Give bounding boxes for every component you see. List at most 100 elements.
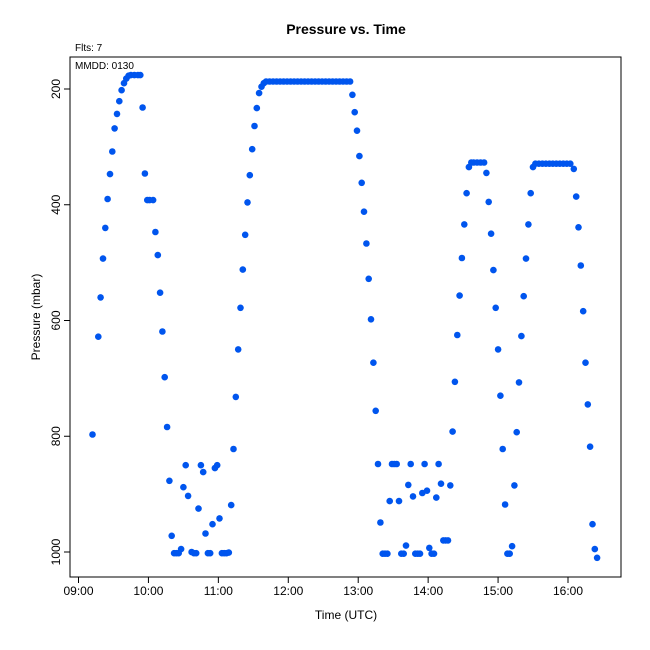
data-point <box>104 195 111 203</box>
x-tick-label: 16:00 <box>553 584 583 598</box>
data-point <box>525 221 532 228</box>
data-point <box>480 159 488 166</box>
data-point <box>225 549 233 556</box>
data-point <box>234 346 242 353</box>
data-point <box>89 431 96 438</box>
data-point <box>508 542 516 550</box>
data-point <box>209 520 216 528</box>
data-point <box>213 461 221 469</box>
data-point <box>251 122 258 130</box>
data-point <box>363 240 370 247</box>
data-point <box>166 477 173 485</box>
data-point <box>593 554 601 562</box>
data-point <box>248 145 256 153</box>
data-point <box>522 255 530 262</box>
data-point <box>113 110 121 118</box>
x-tick-label: 10:00 <box>133 584 163 598</box>
data-point <box>421 460 428 468</box>
chart-title: Pressure vs. Time <box>286 21 406 37</box>
data-point <box>255 89 263 97</box>
x-axis: 09:00 10:00 11:00 12:00 13:00 14:00 15:00 16:00 <box>63 576 583 598</box>
data-point <box>168 532 175 540</box>
data-point <box>494 346 502 353</box>
data-point <box>444 537 452 544</box>
data-point <box>95 333 102 341</box>
data-point <box>497 392 504 400</box>
data-point <box>400 550 408 557</box>
data-point <box>461 221 468 228</box>
data-point <box>386 497 394 505</box>
data-point <box>246 171 254 179</box>
data-point <box>102 224 109 232</box>
data-point <box>253 104 261 112</box>
data-point <box>393 460 401 468</box>
data-point <box>499 445 507 453</box>
data-point <box>372 407 380 415</box>
data-point <box>177 545 185 553</box>
data-point <box>501 501 509 508</box>
data-point <box>384 550 391 557</box>
data-point <box>182 461 189 469</box>
data-point <box>451 378 459 386</box>
data-point <box>137 71 144 79</box>
data-point <box>575 224 582 231</box>
data-point <box>370 359 377 367</box>
data-point <box>202 530 209 537</box>
data-point <box>360 208 368 215</box>
data-point <box>405 481 412 489</box>
data-point <box>227 501 235 509</box>
data-point <box>485 198 493 206</box>
data-point <box>492 304 500 312</box>
y-tick-label: 800 <box>49 426 63 446</box>
data-point <box>463 189 470 197</box>
data-point <box>244 199 251 206</box>
data-point <box>237 304 244 312</box>
data-point <box>367 316 375 323</box>
data-point <box>572 193 580 200</box>
data-point <box>118 86 125 94</box>
data-point <box>111 125 118 132</box>
data-point <box>527 189 534 197</box>
data-point <box>116 97 123 105</box>
data-point <box>180 483 187 491</box>
data-point <box>435 460 442 468</box>
y-tick-label: 600 <box>49 310 63 330</box>
data-point <box>423 487 431 495</box>
data-point <box>589 520 596 528</box>
data-point <box>490 266 497 274</box>
data-point <box>449 428 456 435</box>
data-point <box>416 550 424 557</box>
data-point <box>591 545 599 553</box>
date-annotation: MMDD: 0130 <box>75 61 134 72</box>
data-point <box>513 428 520 436</box>
x-tick-label: 13:00 <box>343 584 373 598</box>
y-axis: 200 400 600 800 1000 <box>49 79 71 565</box>
y-axis-label: Pressure (mbar) <box>29 274 43 361</box>
data-point <box>97 294 104 301</box>
data-point <box>161 373 168 381</box>
data-point <box>239 266 247 273</box>
data-point <box>433 494 440 501</box>
data-point <box>506 550 513 557</box>
x-tick-label: 12:00 <box>273 584 303 598</box>
y-tick-label: 400 <box>49 194 63 214</box>
data-point <box>141 170 149 177</box>
data-point <box>407 460 415 468</box>
data-point <box>426 544 433 552</box>
data-points <box>89 71 601 562</box>
x-tick-label: 11:00 <box>204 584 233 598</box>
data-point <box>430 550 438 557</box>
data-point <box>567 160 574 167</box>
data-point <box>197 461 205 469</box>
data-point <box>159 328 166 335</box>
data-point <box>377 519 384 526</box>
data-point <box>584 401 592 408</box>
data-point <box>154 251 162 259</box>
y-tick-label: 1000 <box>49 538 63 565</box>
x-axis-label: Time (UTC) <box>315 608 377 622</box>
data-point <box>515 379 523 386</box>
data-point <box>351 108 359 116</box>
flights-annotation: Flts: 7 <box>75 43 103 54</box>
data-point <box>456 292 463 299</box>
data-point <box>402 542 410 549</box>
